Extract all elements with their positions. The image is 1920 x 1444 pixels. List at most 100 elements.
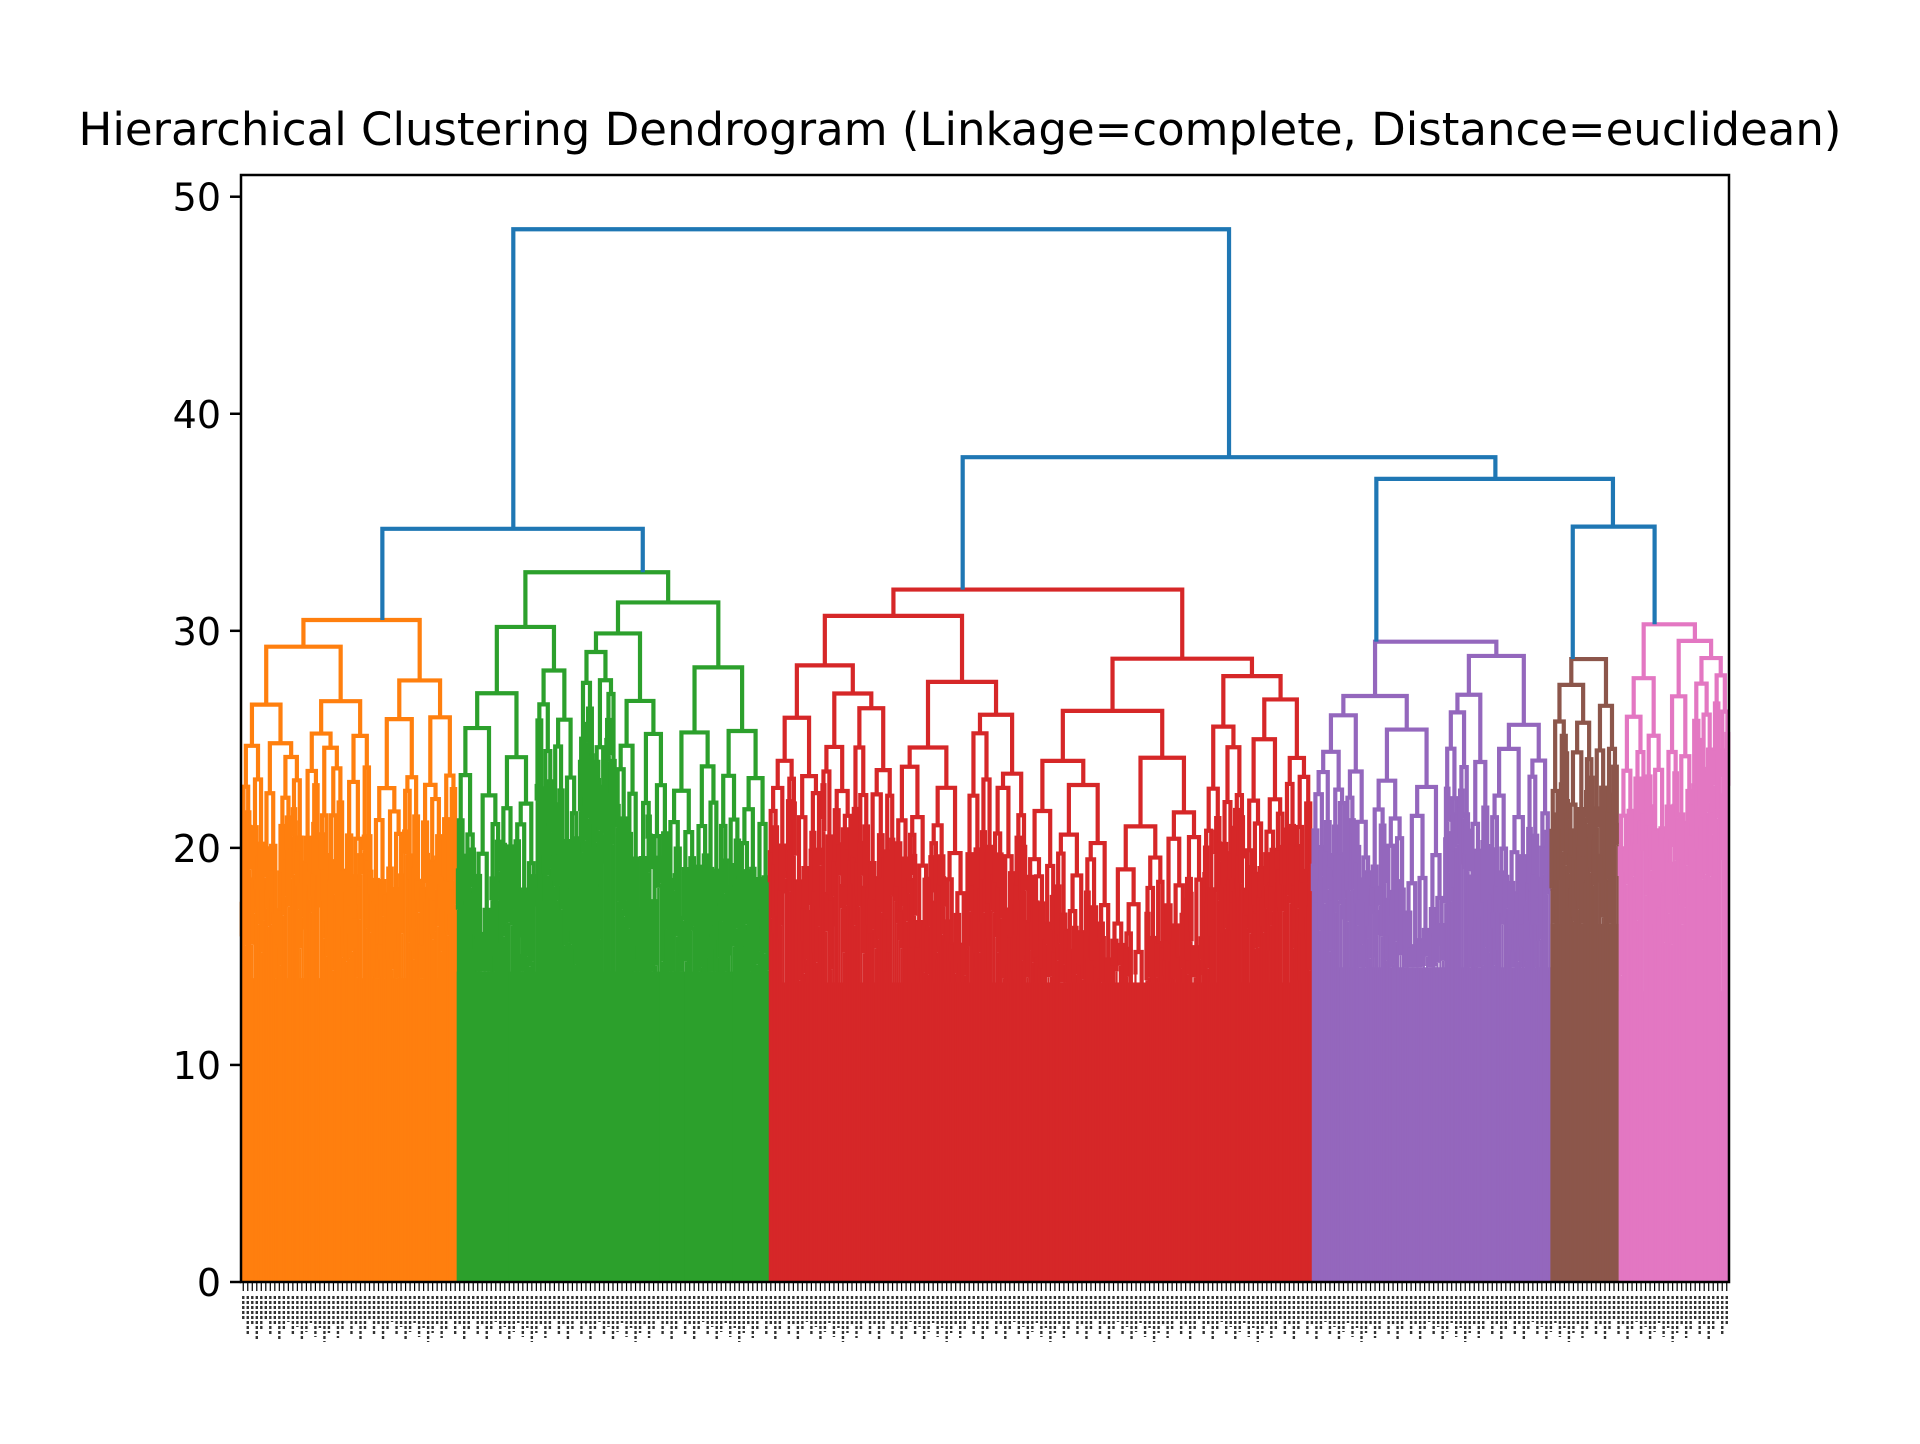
dendrogram-link (1234, 793, 1245, 818)
dendrogram-link (489, 876, 496, 926)
dendrogram-link (1066, 948, 1074, 983)
dendrogram-link (397, 678, 443, 720)
dendrogram-link (982, 849, 988, 913)
dendrogram-link (535, 718, 544, 789)
dendrogram-link (584, 649, 608, 683)
dendrogram-link (1145, 885, 1156, 938)
dendrogram-link (810, 791, 822, 850)
dendrogram-link (911, 853, 918, 916)
dendrogram-link (440, 874, 446, 937)
dendrogram-link (306, 869, 313, 887)
dendrogram-link (394, 926, 401, 979)
dendrogram-link (1353, 844, 1362, 900)
dendrogram-link (1490, 911, 1497, 966)
dendrogram-link (1628, 877, 1634, 945)
dendrogram-link (477, 931, 484, 972)
dendrogram-link (1110, 656, 1255, 711)
dendrogram-link (991, 879, 999, 938)
dendrogram-link (298, 881, 305, 949)
dendrogram-link (1012, 933, 1019, 983)
dendrogram-link (294, 849, 301, 910)
dendrogram-link (992, 831, 1003, 883)
cluster-brown (1549, 656, 1620, 1282)
dendrogram-links (239, 570, 1731, 1282)
dendrogram-link (1506, 722, 1541, 761)
dendrogram-link (585, 706, 594, 756)
dendrogram-link (643, 731, 664, 804)
dendrogram-link (1328, 898, 1334, 952)
dendrogram-link (1584, 757, 1594, 793)
dendrogram-link (712, 925, 718, 972)
dendrogram-link (371, 877, 380, 945)
dendrogram-link (1326, 865, 1333, 901)
dendrogram-link (543, 748, 553, 809)
dendrogram-link (506, 844, 515, 874)
dendrogram-link (1317, 878, 1324, 931)
dendrogram-link (1357, 951, 1364, 968)
dendrogram-link (1407, 945, 1414, 968)
dendrogram-link (276, 908, 283, 966)
dendrogram-link (995, 785, 1011, 857)
dendrogram-link (1355, 897, 1363, 954)
dendrogram-link (546, 823, 552, 876)
dendrogram-link (1089, 905, 1099, 968)
dendrogram-link (777, 888, 784, 939)
dendrogram-link (1348, 831, 1354, 891)
dendrogram-link (641, 938, 647, 972)
dendrogram-link (1593, 806, 1600, 837)
cluster-red (767, 587, 1314, 1282)
dendrogram-link (940, 876, 947, 935)
dendrogram-link (564, 775, 577, 842)
dendrogram-link (605, 717, 612, 756)
dendrogram-link (1569, 656, 1609, 706)
dendrogram-link (834, 788, 850, 816)
dendrogram-link (1531, 833, 1540, 898)
dendrogram-link (491, 923, 497, 972)
dendrogram-link (241, 879, 248, 946)
dendrogram-link (1622, 848, 1629, 885)
dendrogram-link (281, 857, 288, 916)
dendrogram-link (1499, 846, 1509, 877)
dendrogram-link (879, 855, 886, 913)
chart-title: Hierarchical Clustering Dendrogram (Link… (79, 103, 1842, 156)
dendrogram-link (828, 898, 834, 970)
dendrogram-link (428, 859, 436, 901)
dendrogram-link (851, 806, 860, 863)
dendrogram-link (897, 909, 904, 949)
dendrogram-link (1602, 798, 1609, 869)
dendrogram-link (1656, 905, 1663, 968)
dendrogram-link (259, 889, 266, 953)
dendrogram-link (474, 873, 483, 939)
dendrogram-link (1353, 860, 1359, 904)
dendrogram-link (1562, 751, 1570, 814)
dendrogram-link (929, 841, 939, 903)
dendrogram-link (551, 802, 559, 856)
dendrogram-link (1597, 703, 1615, 751)
dendrogram-link (1679, 903, 1685, 925)
dendrogram-link (668, 938, 675, 972)
dendrogram-link (1115, 867, 1136, 924)
dendrogram-link (1287, 755, 1307, 784)
dendrogram-link (1186, 834, 1202, 880)
dendrogram-link (1705, 766, 1712, 813)
dendrogram-link (614, 803, 621, 837)
dendrogram-link (803, 909, 811, 966)
dendrogram-link (1457, 805, 1463, 865)
dendrogram-link (264, 791, 276, 849)
dendrogram-link (708, 800, 719, 871)
dendrogram-link (790, 801, 797, 856)
dendrogram-link (240, 838, 247, 904)
dendrogram-link (546, 779, 554, 833)
dendrogram-link (381, 892, 388, 930)
dendrogram-link (1377, 885, 1384, 937)
dendrogram-link (1661, 893, 1667, 943)
dendrogram-link (1533, 895, 1541, 942)
dendrogram-link (985, 901, 991, 971)
dendrogram-link (1204, 901, 1211, 969)
dendrogram-link (1641, 622, 1697, 679)
dendrogram-link (972, 912, 979, 968)
dendrogram-link (700, 905, 707, 946)
dendrogram-link (808, 848, 815, 909)
dendrogram-link (1455, 692, 1483, 763)
dendrogram-link (1579, 880, 1586, 924)
